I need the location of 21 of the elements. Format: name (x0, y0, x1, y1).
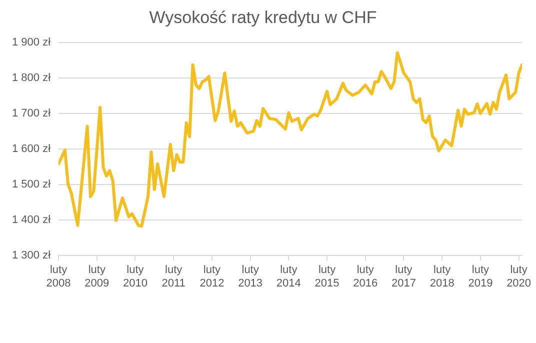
y-tick-label: 1 600 zł (12, 143, 52, 156)
chart-title: Wysokość raty kredytu w CHF (149, 8, 377, 27)
x-tick-label: luty 2014 (276, 264, 301, 290)
x-tick-label: luty 2016 (353, 264, 378, 290)
x-tick-label: luty 2015 (314, 264, 340, 290)
y-tick-label: 1 500 zł (12, 178, 52, 191)
x-tick-label: luty 2012 (200, 264, 224, 290)
x-tick-label: luty 2018 (430, 264, 454, 290)
y-tick-label: 1 400 zł (12, 214, 52, 226)
x-tick-label: luty 2008 (46, 264, 71, 290)
x-tick-label: luty 2011 (162, 264, 186, 290)
y-tick-label: 1 800 zł (12, 72, 52, 84)
x-tick-label: luty 2013 (238, 264, 263, 290)
x-tick-label: luty 2009 (84, 264, 110, 290)
y-tick-label: 1 700 zł (12, 108, 52, 120)
x-tick-label: luty 2017 (391, 264, 416, 290)
x-tick-label: luty 2010 (122, 264, 148, 290)
y-tick-label: 1 900 zł (12, 36, 52, 48)
x-tick-label: luty 2019 (468, 264, 493, 290)
x-tick-label: luty 2020 (506, 264, 532, 290)
y-tick-label: 1 300 zł (12, 250, 52, 262)
